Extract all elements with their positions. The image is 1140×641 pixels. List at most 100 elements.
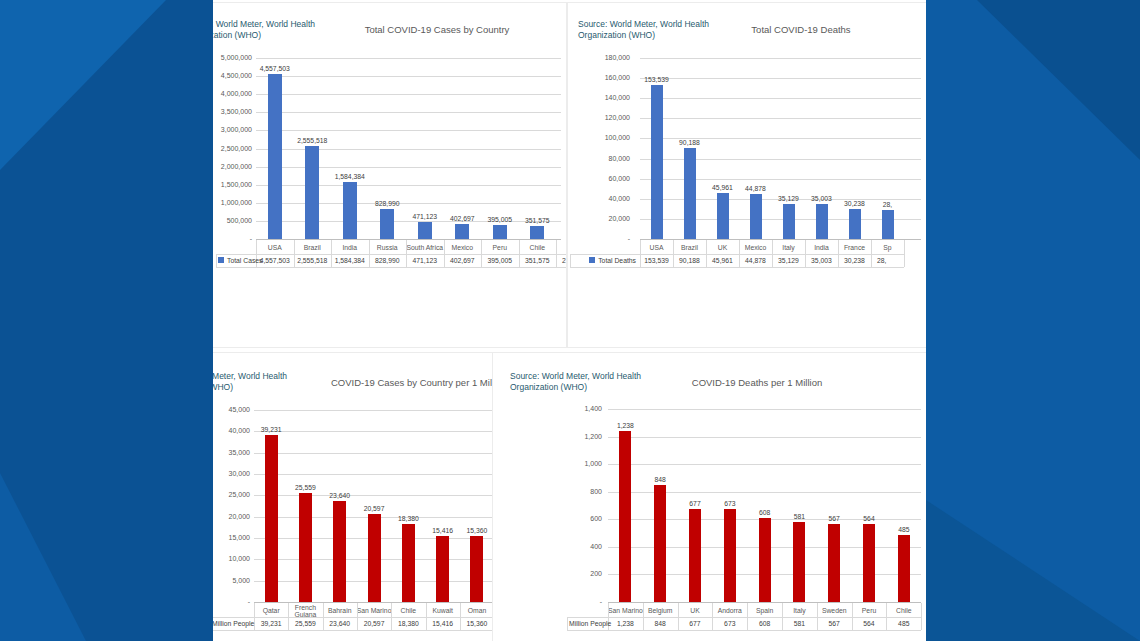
bar-value-label: 90,188	[655, 139, 725, 146]
bar	[619, 431, 631, 602]
bar-value-label: 351,575	[502, 217, 567, 224]
grid-line	[640, 159, 921, 160]
background-right-panel	[926, 0, 1140, 641]
table-category-cell: Russia	[369, 241, 407, 254]
bar	[882, 210, 894, 239]
diagonal-pattern-left	[0, 0, 213, 641]
y-tick-label: -	[567, 235, 630, 242]
y-tick-label: 80,000	[567, 155, 630, 162]
legend-marker	[218, 257, 224, 263]
bar-value-label: 673	[695, 500, 765, 507]
y-tick-label: 2,000,000	[213, 163, 252, 170]
table-value-cell: 44,878	[739, 254, 772, 267]
bar	[265, 435, 278, 602]
bar	[651, 85, 663, 239]
legend-cell: Total Cases	[218, 255, 252, 268]
y-tick-label: 60,000	[567, 175, 630, 182]
table-category-cell: San Marino	[608, 604, 643, 617]
table-value-cell: 673	[712, 617, 747, 630]
table-category-cell: France	[838, 241, 871, 254]
grid-line	[256, 167, 561, 168]
bar-value-label: 44,878	[721, 185, 791, 192]
news-graphic-canvas: { "colors": { "panel_base": "#0d5ca4", "…	[0, 0, 1140, 641]
table-value-cell: 30,238	[838, 254, 871, 267]
table-category-cell: UK	[678, 604, 713, 617]
y-tick-label: 140,000	[567, 94, 630, 101]
bar	[783, 204, 795, 239]
table-legend-border	[216, 254, 217, 267]
grid-line	[640, 118, 921, 119]
table-category-cell: French Guiana	[288, 604, 322, 617]
y-tick-label: 45,000	[213, 406, 250, 413]
chart-title: COVID-19 Deaths per 1 Million	[587, 377, 926, 388]
table-value-cell: 608	[747, 617, 782, 630]
x-axis-line	[608, 602, 921, 603]
bar	[343, 182, 357, 239]
bar	[333, 501, 346, 602]
y-tick-label: 5,000,000	[213, 54, 252, 61]
grid-line	[640, 58, 921, 59]
bar-value-label: 1,238	[590, 422, 660, 429]
legend-marker	[589, 257, 595, 263]
table-category-cell: Spain	[747, 604, 782, 617]
grid-line	[608, 464, 921, 465]
table-category-cell: Peru	[481, 241, 519, 254]
y-tick-label: 10,000	[213, 555, 250, 562]
table-bottom-border	[567, 630, 921, 631]
table-value-cell: 23,640	[323, 617, 357, 630]
grid-line	[256, 94, 561, 95]
table-value-cell: 567	[817, 617, 852, 630]
table-mid-border	[216, 254, 567, 255]
y-tick-label: 35,000	[213, 449, 250, 456]
x-axis-line	[640, 239, 921, 240]
table-category-cell: Peru	[852, 604, 887, 617]
table-category-cell: Chile	[519, 241, 557, 254]
y-tick-label: 1,000,000	[213, 199, 252, 206]
y-tick-label: 1,400	[532, 405, 602, 412]
table-category-cell: Italy	[782, 604, 817, 617]
table-value-cell: 351,575	[519, 254, 557, 267]
table-category-cell: Chile	[391, 604, 425, 617]
bar	[402, 524, 415, 602]
table-category-cell: Andorra	[712, 604, 747, 617]
legend-cell: Total Deaths	[572, 255, 636, 268]
table-value-cell: 564	[852, 617, 887, 630]
table-value-cell: 1,584,384	[331, 254, 369, 267]
table-legend-border	[570, 254, 571, 267]
table-column-border	[904, 240, 905, 267]
y-tick-label: -	[213, 598, 250, 605]
y-tick-label: 400	[532, 543, 602, 550]
table-legend-border	[567, 617, 568, 630]
charts-content-area: Source: World Meter, World Health Organi…	[213, 0, 926, 641]
grid-line	[256, 185, 561, 186]
chart-total-covid-deaths: Source: World Meter, World Health Organi…	[567, 2, 926, 348]
table-category-cell: India	[805, 241, 838, 254]
legend-cell: Million People	[569, 618, 608, 631]
grid-line	[608, 409, 921, 410]
table-value-cell: 18,380	[391, 617, 425, 630]
y-tick-label: 800	[532, 488, 602, 495]
bar	[849, 209, 861, 239]
chart-total-covid-cases: Source: World Meter, World Health Organi…	[213, 2, 567, 348]
y-tick-label: 120,000	[567, 114, 630, 121]
bar-value-label: 28,	[853, 201, 923, 208]
bar	[305, 146, 319, 239]
bar	[436, 536, 449, 602]
bar-value-label: 18,380	[373, 515, 443, 522]
bar	[724, 509, 736, 602]
bar-value-label: 20,597	[339, 505, 409, 512]
y-tick-label: 40,000	[567, 195, 630, 202]
bar	[863, 524, 875, 602]
y-tick-label: 1,200	[532, 433, 602, 440]
y-tick-label: 3,000,000	[213, 126, 252, 133]
table-column-border	[921, 603, 922, 630]
table-bottom-border	[216, 267, 567, 268]
y-tick-label: 3,500,000	[213, 108, 252, 115]
y-tick-label: 2,500,000	[213, 145, 252, 152]
bar	[759, 518, 771, 602]
table-category-cell: Chile	[886, 604, 921, 617]
y-tick-label: 15,000	[213, 534, 250, 541]
table-category-cell: UK	[706, 241, 739, 254]
y-tick-label: 600	[532, 515, 602, 522]
bar	[418, 222, 432, 239]
